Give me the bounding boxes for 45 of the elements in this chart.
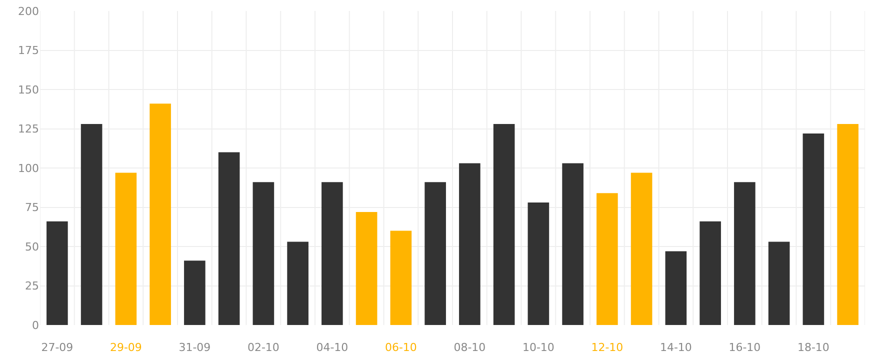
- bar: [115, 172, 137, 325]
- bar: [700, 221, 721, 325]
- x-tick-label: 10-10: [522, 341, 554, 354]
- y-tick-label: 25: [25, 280, 39, 293]
- bar: [218, 152, 240, 325]
- bar: [734, 182, 756, 325]
- bar: [596, 193, 618, 325]
- bar: [802, 133, 824, 325]
- x-tick-label: 27-09: [41, 341, 74, 354]
- y-tick-label: 150: [18, 83, 39, 96]
- x-tick-label: 04-10: [316, 341, 348, 354]
- bar: [665, 251, 687, 325]
- bar: [184, 260, 206, 325]
- x-tick-label: 31-09: [178, 341, 211, 354]
- bar: [837, 124, 858, 325]
- bar: [424, 182, 446, 325]
- y-tick-label: 75: [25, 201, 39, 214]
- bar: [493, 124, 515, 325]
- bar: [322, 182, 343, 325]
- x-tick-label: 12-10: [591, 341, 624, 354]
- bar: [287, 242, 308, 325]
- y-tick-label: 50: [25, 240, 39, 254]
- x-tick-label: 18-10: [797, 341, 830, 354]
- x-tick-label: 02-10: [247, 341, 280, 354]
- x-tick-label: 16-10: [728, 341, 761, 354]
- bar: [356, 212, 378, 325]
- x-tick-label: 29-09: [110, 341, 142, 354]
- x-tick-label: 08-10: [454, 341, 486, 354]
- bar: [80, 124, 102, 325]
- y-tick-label: 175: [18, 44, 39, 58]
- bar: [562, 163, 584, 325]
- bar: [46, 221, 68, 325]
- bar: [459, 163, 480, 325]
- bar: [630, 172, 652, 325]
- x-tick-label: 14-10: [660, 341, 692, 354]
- y-tick-label: 0: [32, 318, 39, 332]
- y-tick-label: 125: [18, 122, 39, 136]
- x-tick-label: 06-10: [384, 341, 417, 354]
- y-tick-label: 100: [18, 162, 39, 175]
- bar: [390, 230, 412, 325]
- bar: [150, 104, 171, 325]
- bar: [768, 242, 790, 325]
- bar: [528, 202, 550, 325]
- bar: [252, 182, 274, 325]
- y-tick-label: 200: [18, 4, 39, 18]
